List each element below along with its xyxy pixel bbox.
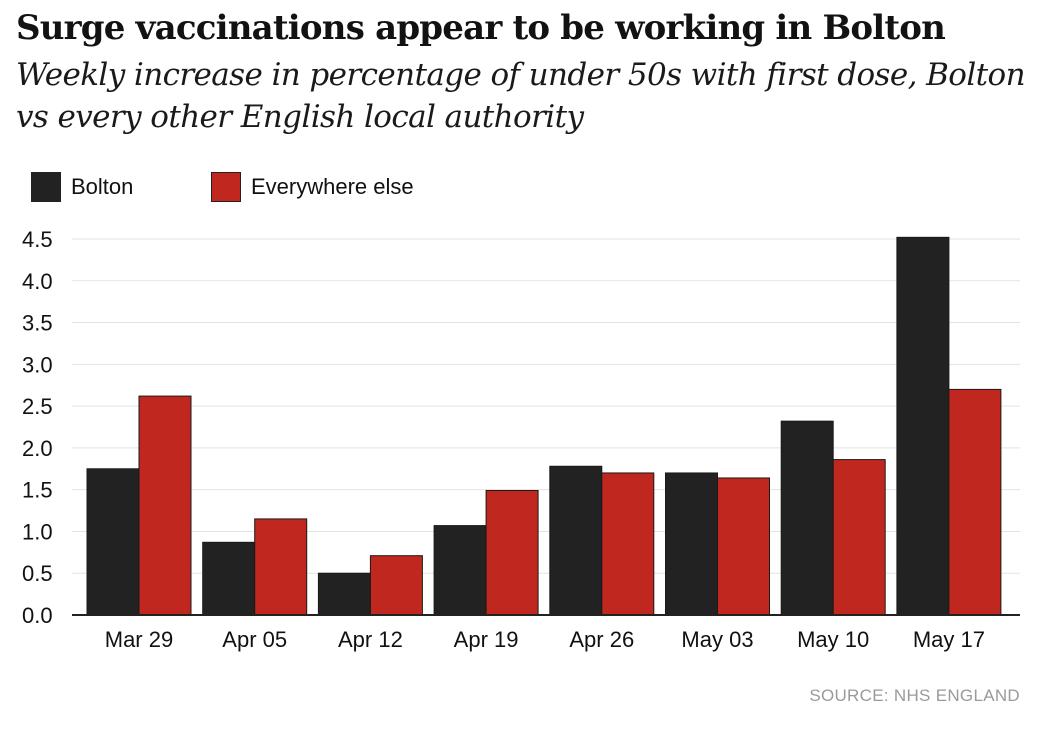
x-tick-label: May 10 bbox=[797, 627, 869, 652]
bar-bolton bbox=[896, 236, 950, 616]
x-tick-label: May 03 bbox=[681, 627, 753, 652]
y-tick-label: 0.5 bbox=[22, 561, 53, 586]
legend-item-bolton: Bolton bbox=[31, 171, 133, 203]
bar-bolton bbox=[549, 465, 603, 616]
bar-everywhere-else bbox=[717, 477, 770, 616]
y-tick-label: 2.5 bbox=[22, 394, 53, 419]
bar-chart: 0.0 0.5 1.0 1.5 2.0 2.5 3.0 3.5 4.0 4.5 Mar 29 Apr … bbox=[22, 227, 1020, 652]
chart-title: Surge vaccinations appear to be working … bbox=[16, 8, 946, 48]
y-tick-label: 1.0 bbox=[22, 519, 53, 544]
bar-everywhere-else bbox=[485, 490, 539, 616]
y-tick-label: 2.0 bbox=[22, 436, 53, 461]
x-tick-label: Apr 12 bbox=[338, 627, 403, 652]
bar-everywhere-else bbox=[254, 518, 308, 616]
chart-subtitle: Weekly increase in percentage of under 5… bbox=[16, 57, 1026, 135]
bar-bolton bbox=[202, 541, 256, 616]
legend-swatch-everywhere-else bbox=[211, 172, 241, 202]
bar-bolton bbox=[86, 468, 140, 616]
bar-everywhere-else bbox=[948, 388, 1002, 616]
bar-bolton bbox=[780, 420, 834, 616]
legend-item-everywhere-else: Everywhere else bbox=[211, 171, 414, 203]
y-tick-label: 0.0 bbox=[22, 603, 53, 628]
bar-bolton bbox=[317, 572, 371, 616]
x-tick-label: Mar 29 bbox=[105, 627, 173, 652]
legend-swatch-bolton bbox=[31, 172, 61, 202]
y-tick-label: 4.0 bbox=[22, 269, 53, 294]
bar-bolton bbox=[665, 472, 718, 616]
source-note: SOURCE: NHS ENGLAND bbox=[809, 686, 1020, 705]
bar-bolton bbox=[433, 525, 487, 616]
bar-everywhere-else bbox=[369, 555, 423, 616]
y-tick-label: 3.0 bbox=[22, 352, 53, 377]
y-tick-label: 4.5 bbox=[22, 227, 53, 252]
y-tick-label: 3.5 bbox=[22, 311, 53, 336]
bar-everywhere-else bbox=[832, 459, 886, 616]
x-tick-label: May 17 bbox=[913, 627, 985, 652]
y-tick-label: 1.5 bbox=[22, 478, 53, 503]
legend-label-everywhere-else: Everywhere else bbox=[251, 174, 414, 199]
x-tick-label: Apr 26 bbox=[569, 627, 634, 652]
x-tick-label: Apr 05 bbox=[222, 627, 287, 652]
legend-label-bolton: Bolton bbox=[71, 174, 134, 199]
x-tick-label: Apr 19 bbox=[454, 627, 519, 652]
bar-everywhere-else bbox=[601, 472, 655, 616]
bar-everywhere-else bbox=[138, 395, 192, 616]
